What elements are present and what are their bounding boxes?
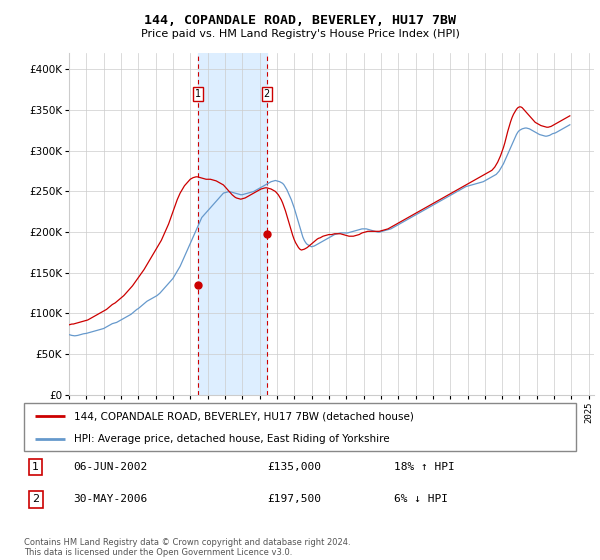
Bar xyxy=(198,53,266,395)
Text: 2: 2 xyxy=(263,89,270,99)
Text: 2: 2 xyxy=(32,494,40,505)
Text: 144, COPANDALE ROAD, BEVERLEY, HU17 7BW (detached house): 144, COPANDALE ROAD, BEVERLEY, HU17 7BW … xyxy=(74,411,413,421)
Text: Contains HM Land Registry data © Crown copyright and database right 2024.
This d: Contains HM Land Registry data © Crown c… xyxy=(24,538,350,557)
Text: 30-MAY-2006: 30-MAY-2006 xyxy=(74,494,148,505)
Text: 18% ↑ HPI: 18% ↑ HPI xyxy=(394,462,455,472)
FancyBboxPatch shape xyxy=(24,403,576,451)
Text: 06-JUN-2002: 06-JUN-2002 xyxy=(74,462,148,472)
Text: 6% ↓ HPI: 6% ↓ HPI xyxy=(394,494,448,505)
Text: £135,000: £135,000 xyxy=(267,462,321,472)
Text: £197,500: £197,500 xyxy=(267,494,321,505)
Text: Price paid vs. HM Land Registry's House Price Index (HPI): Price paid vs. HM Land Registry's House … xyxy=(140,29,460,39)
Text: 144, COPANDALE ROAD, BEVERLEY, HU17 7BW: 144, COPANDALE ROAD, BEVERLEY, HU17 7BW xyxy=(144,14,456,27)
Text: HPI: Average price, detached house, East Riding of Yorkshire: HPI: Average price, detached house, East… xyxy=(74,434,389,444)
Text: 1: 1 xyxy=(32,462,39,472)
Text: 1: 1 xyxy=(195,89,201,99)
